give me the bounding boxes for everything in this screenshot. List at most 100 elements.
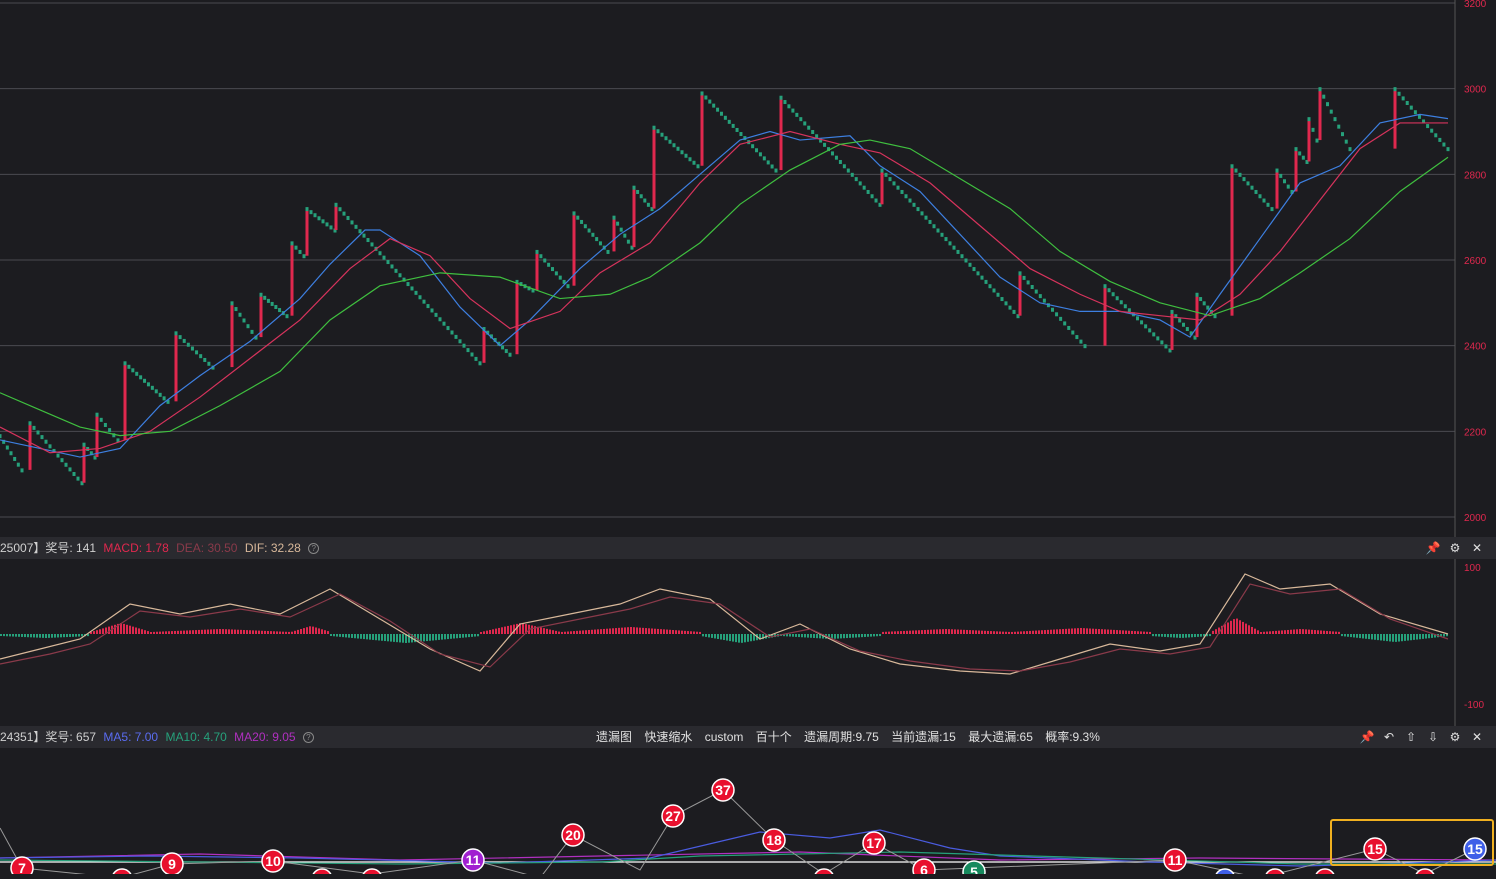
macd-bar-up — [936, 629, 938, 634]
help-icon[interactable]: ? — [302, 732, 314, 744]
y-tick-label: 100 — [1464, 563, 1481, 574]
option-miss-chart[interactable]: 遗漏图 — [596, 730, 633, 744]
macd-bar-down — [1161, 634, 1163, 637]
down-candle — [854, 177, 858, 182]
miss-node — [711, 778, 735, 802]
down-candle — [482, 327, 486, 332]
macd-bar-up — [648, 628, 650, 634]
macd-bar-down — [384, 634, 386, 642]
macd-bar-up — [90, 632, 92, 634]
macd-bar-up — [930, 629, 932, 634]
undo-icon[interactable]: ↶ — [1383, 730, 1395, 744]
macd-bar-down — [12, 634, 14, 637]
miss-node-partial — [1264, 868, 1286, 879]
macd-bar-down — [354, 634, 356, 639]
macd-bar-up — [1305, 629, 1307, 634]
macd-bar-up — [576, 630, 578, 634]
option-custom[interactable]: custom — [704, 730, 744, 744]
down-candle — [980, 275, 984, 280]
macd-bar-up — [1140, 631, 1142, 634]
down-candle — [1393, 87, 1397, 92]
macd-bar-down — [1434, 634, 1436, 638]
up-candle — [632, 187, 636, 248]
up-icon[interactable]: ⇧ — [1405, 730, 1417, 744]
miss-node — [1163, 848, 1187, 872]
down-candle — [539, 254, 543, 259]
down-candle — [259, 292, 263, 297]
help-icon[interactable]: ? — [308, 543, 320, 555]
down-icon[interactable]: ⇩ — [1427, 730, 1439, 744]
macd-bar-up — [624, 627, 626, 634]
macd-bar-up — [630, 627, 632, 634]
down-candle — [1286, 184, 1290, 189]
down-candle — [112, 433, 116, 438]
macd-bar-up — [1125, 630, 1127, 634]
macd-bar-up — [1284, 630, 1286, 634]
close-icon[interactable]: ✕ — [1471, 730, 1483, 744]
close-icon[interactable]: ✕ — [1471, 541, 1483, 555]
macd-bar-up — [1095, 628, 1097, 634]
macd-bar-up — [516, 623, 518, 634]
down-candle — [1446, 147, 1450, 152]
down-candle — [787, 104, 791, 109]
down-candle — [414, 290, 418, 295]
pin-icon[interactable]: 📌 — [1425, 541, 1441, 555]
down-candle — [162, 396, 166, 401]
down-candle — [1442, 142, 1446, 147]
down-candle — [274, 305, 278, 310]
option-digits[interactable]: 百十个 — [755, 730, 792, 744]
down-candle — [305, 207, 309, 212]
down-candle — [688, 157, 692, 162]
macd-chart[interactable]: 100 -100 — [0, 559, 1496, 726]
macd-bar-down — [453, 634, 455, 639]
macd-bar-up — [585, 630, 587, 634]
down-candle — [242, 318, 246, 323]
macd-bar-up — [303, 628, 305, 634]
macd-bar-up — [519, 623, 521, 634]
macd-bar-up — [126, 624, 128, 634]
down-candle — [1127, 308, 1131, 313]
down-candle — [850, 172, 854, 177]
macd-bar-up — [1110, 629, 1112, 634]
gear-icon[interactable]: ⚙ — [1449, 541, 1461, 555]
down-candle — [827, 147, 831, 152]
macd-bar-up — [996, 631, 998, 634]
down-candle — [704, 95, 708, 100]
down-candle — [1409, 105, 1413, 110]
macd-bar-up — [1290, 629, 1292, 634]
down-candle — [2, 439, 6, 444]
down-candle — [1152, 332, 1156, 337]
macd-bar-up — [690, 631, 692, 634]
macd-bar-down — [846, 634, 848, 639]
down-candle — [290, 241, 294, 246]
down-candle — [394, 268, 398, 273]
macd-bar-up — [984, 630, 986, 634]
miss-node-partial — [1414, 868, 1436, 879]
macd-bar-up — [588, 630, 590, 634]
down-candle — [430, 308, 434, 313]
option-quick-shrink[interactable]: 快速缩水 — [644, 730, 693, 744]
down-candle — [497, 341, 501, 346]
macd-bar-up — [1017, 631, 1019, 634]
down-candle — [422, 299, 426, 304]
miss-chart[interactable]: 7 9 10 11 20 27 37 18 17 6 5 11 15 15 — [0, 748, 1496, 879]
down-candle — [870, 194, 874, 199]
macd-bar-up — [564, 631, 566, 634]
y-tick-label: 2800 — [1464, 170, 1487, 181]
macd-bar-down — [1371, 634, 1373, 640]
down-candle — [454, 334, 458, 339]
macd-bar-up — [903, 630, 905, 634]
macd-bar-up — [504, 626, 506, 634]
down-candle — [531, 288, 535, 293]
macd-bar-down — [42, 634, 44, 638]
down-candle — [543, 258, 547, 263]
down-candle — [478, 361, 482, 366]
main-price-chart[interactable]: 3200 3000 2800 2600 2400 2200 2000 — [0, 0, 1496, 537]
macd-bar-up — [1227, 622, 1229, 634]
macd-bar-up — [1287, 629, 1289, 634]
macd-bar-down — [441, 634, 443, 640]
macd-bar-up — [150, 632, 152, 634]
gear-icon[interactable]: ⚙ — [1449, 730, 1461, 744]
pin-icon[interactable]: 📌 — [1359, 730, 1375, 744]
down-candle — [1238, 172, 1242, 177]
